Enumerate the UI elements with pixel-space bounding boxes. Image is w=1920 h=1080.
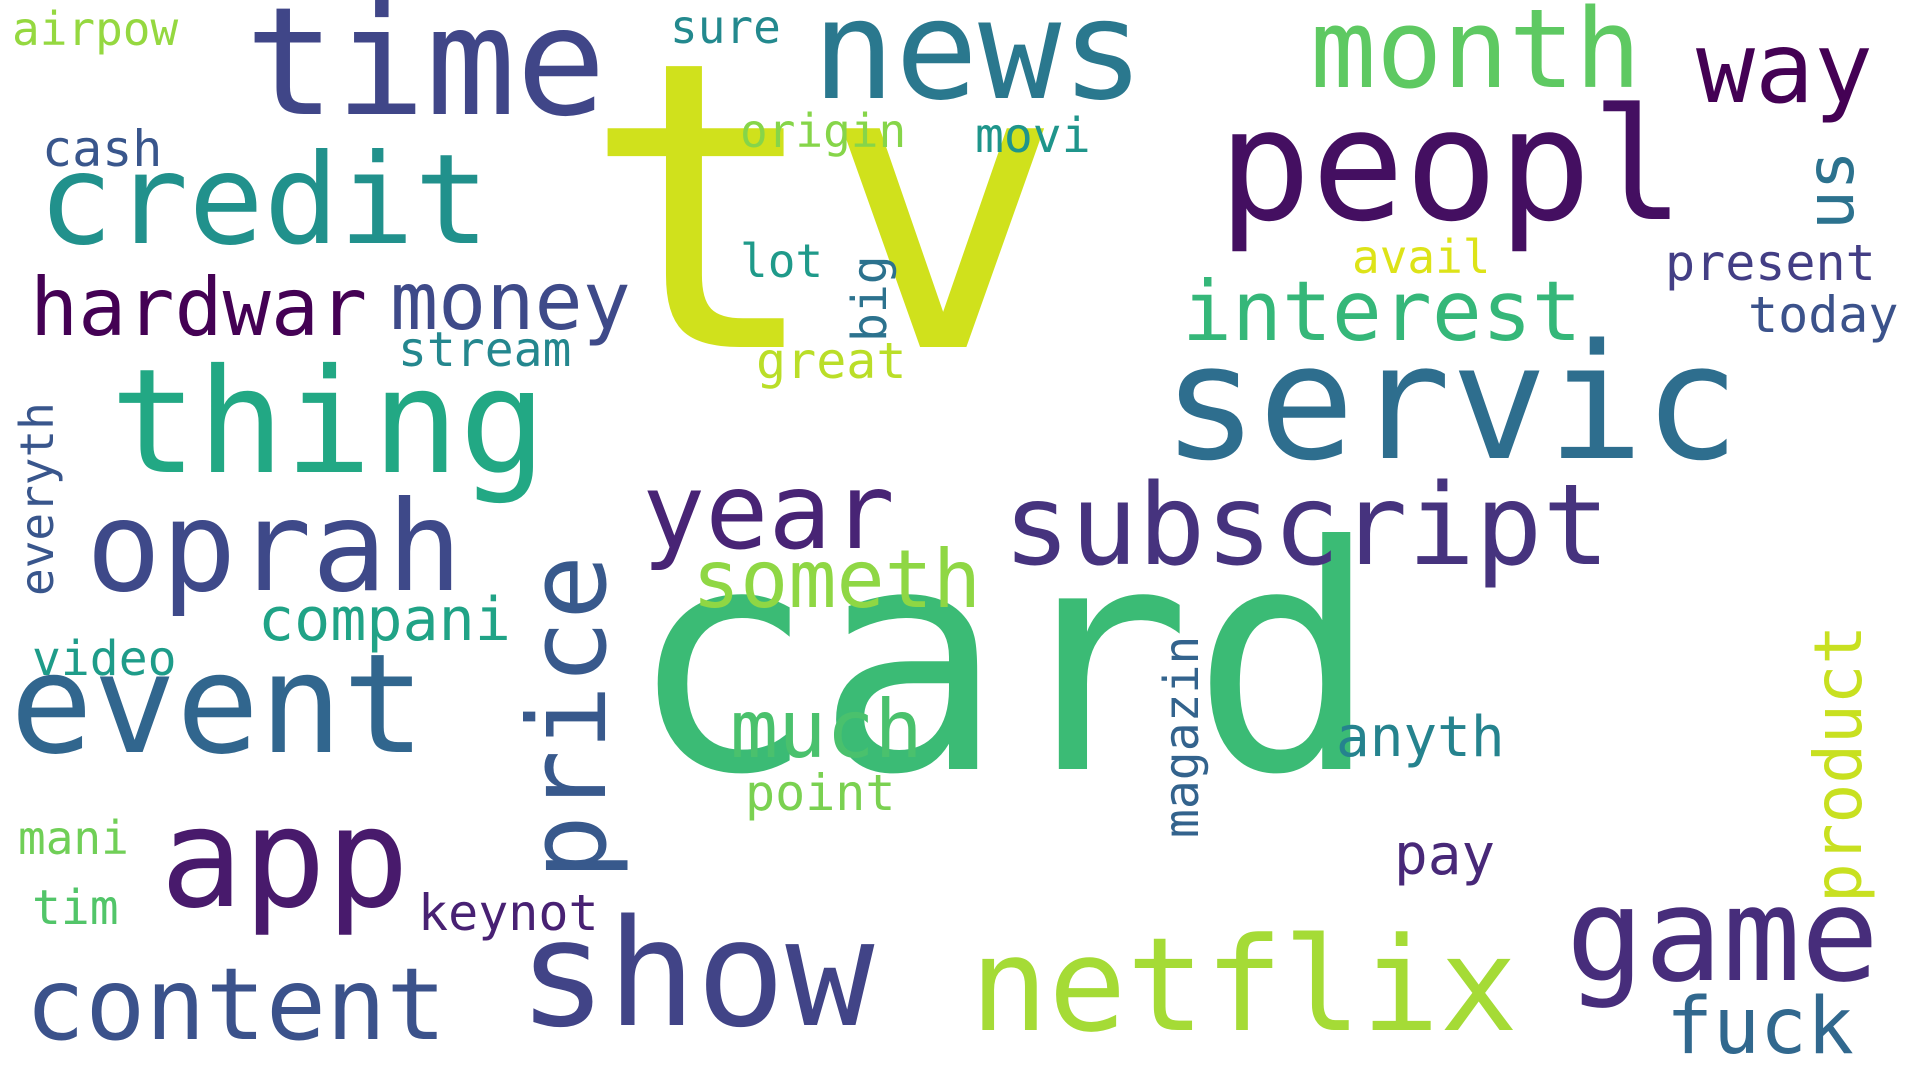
word-present: present — [1665, 234, 1876, 292]
word-point: point — [745, 764, 896, 822]
word-everyth: everyth — [10, 402, 64, 596]
word-year: year — [642, 451, 895, 573]
word-magazin: magazin — [1154, 635, 1210, 838]
word-show: show — [518, 888, 875, 1060]
word-origin: origin — [740, 104, 907, 158]
word-hardwar: hardwar — [30, 261, 368, 354]
word-tv: tv — [582, 0, 1064, 442]
word-netflix: netflix — [970, 909, 1518, 1061]
word-time: time — [245, 0, 607, 150]
word-price: price — [506, 554, 631, 880]
word-video: video — [32, 631, 177, 687]
word-pay: pay — [1394, 823, 1496, 888]
word-event: event — [10, 624, 426, 785]
word-fuck: fuck — [1666, 982, 1854, 1072]
word-much: much — [730, 683, 923, 776]
word-us: us — [1792, 150, 1869, 230]
word-great: great — [756, 332, 907, 390]
word-mani: mani — [18, 811, 129, 865]
word-movi: movi — [975, 108, 1091, 164]
word-game: game — [1566, 859, 1880, 1011]
word-compani: compani — [258, 585, 511, 655]
word-interest: interest — [1182, 263, 1582, 360]
word-avail: avail — [1352, 230, 1491, 284]
word-someth: someth — [692, 533, 981, 626]
word-oprah: oprah — [86, 475, 463, 620]
word-card: card — [628, 479, 1380, 843]
word-tim: tim — [32, 880, 119, 936]
word-month: month — [1310, 0, 1642, 113]
word-thing: thing — [110, 338, 547, 507]
word-news: news — [812, 0, 1145, 131]
word-cash: cash — [42, 120, 163, 178]
word-peopl: peopl — [1218, 75, 1685, 256]
word-big: big — [842, 255, 898, 342]
word-content: content — [25, 946, 447, 1063]
word-keynot: keynot — [418, 884, 599, 942]
word-lot: lot — [740, 234, 824, 288]
word-sure: sure — [670, 0, 781, 54]
word-stream: stream — [398, 322, 572, 378]
word-airpow: airpow — [12, 2, 179, 56]
word-subscript: subscript — [1003, 461, 1610, 591]
word-today: today — [1748, 286, 1899, 344]
word-money: money — [390, 255, 631, 348]
word-way: way — [1696, 12, 1874, 126]
word-credit: credit — [38, 128, 490, 273]
word-servic: servic — [1162, 309, 1740, 496]
word-app: app — [160, 778, 410, 939]
word-product: product — [1800, 624, 1877, 903]
word-anyth: anyth — [1336, 705, 1505, 770]
